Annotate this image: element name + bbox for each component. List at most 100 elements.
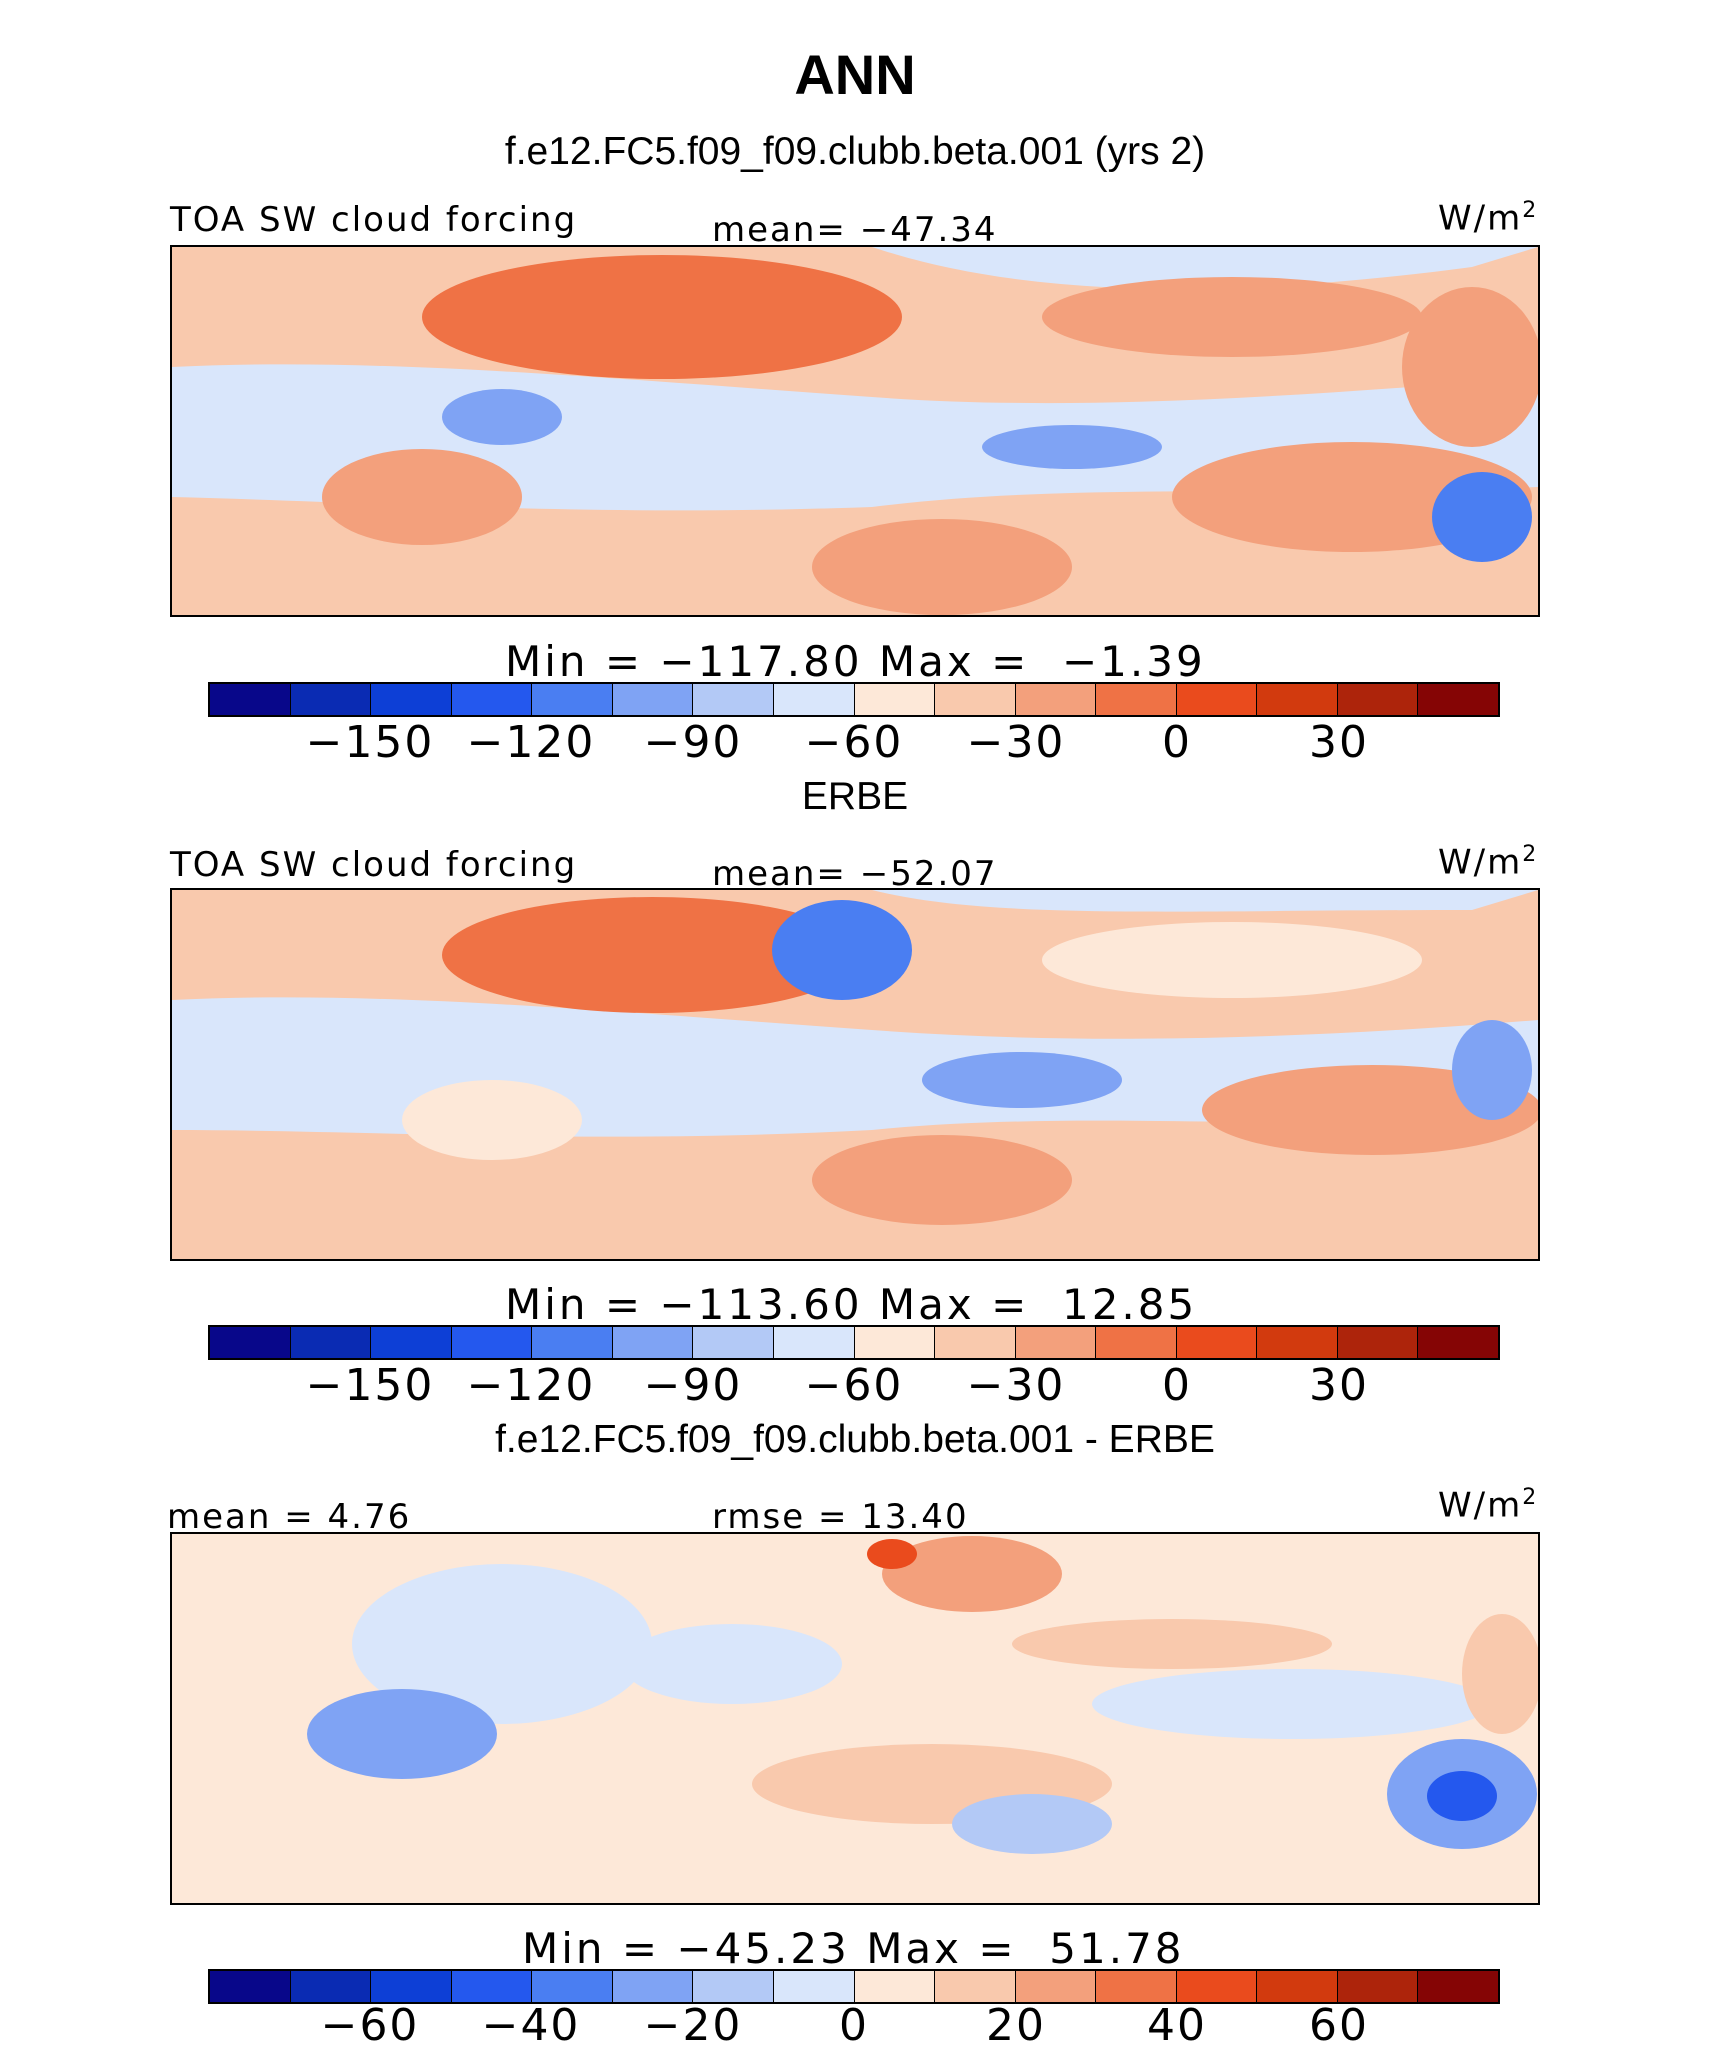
panel-2-colorbar	[208, 1325, 1500, 1360]
colorbar-tick-label: −90	[643, 717, 743, 768]
colorbar-tick-label: −90	[643, 1360, 743, 1411]
colorbar-swatch	[612, 684, 694, 715]
colorbar-swatch	[854, 1971, 936, 2002]
colorbar-swatch	[290, 1327, 372, 1358]
colorbar-swatch	[854, 684, 936, 715]
sahara-region	[442, 897, 862, 1013]
colorbar-tick-label: 30	[1309, 1360, 1369, 1411]
colorbar-swatch	[1176, 1971, 1258, 2002]
colorbar-swatch	[1015, 1971, 1097, 2002]
panel-3-minmax: Min = −45.23 Max = 51.78	[522, 1924, 1185, 1973]
south-atlantic-difference	[307, 1689, 497, 1779]
americas-positive	[1462, 1614, 1538, 1734]
colorbar-swatch	[451, 1327, 533, 1358]
panel-1-colorbar	[208, 682, 1500, 717]
colorbar-swatch	[1015, 1327, 1097, 1358]
maritime-continent-convective	[982, 425, 1162, 469]
colorbar-tick-label: 0	[839, 2000, 869, 2051]
australia-region	[812, 519, 1072, 615]
panel-3-colorbar	[208, 1969, 1500, 2004]
colorbar-tick-label: −30	[966, 717, 1066, 768]
australia-difference	[952, 1794, 1112, 1854]
colorbar-tick-label: −60	[804, 1360, 904, 1411]
colorbar-tick-label: 40	[1147, 2000, 1207, 2051]
colorbar-swatch	[1418, 1327, 1498, 1358]
pacific-difference-band	[1092, 1669, 1492, 1739]
colorbar-tick-label: −120	[466, 1360, 596, 1411]
colorbar-tick-label: 60	[1309, 2000, 1369, 2051]
south-atlantic-region	[402, 1080, 582, 1160]
colorbar-tick-label: −150	[305, 717, 435, 768]
colorbar-swatch	[1176, 684, 1258, 715]
colorbar-tick-label: −20	[643, 2000, 743, 2051]
colorbar-tick-label: −60	[320, 2000, 420, 2051]
colorbar-swatch	[210, 684, 291, 715]
colorbar-swatch	[532, 1971, 613, 2002]
panel-1-subtitle: f.e12.FC5.f09_f09.clubb.beta.001 (yrs 2)	[504, 130, 1206, 173]
central-africa-convective	[442, 389, 562, 445]
south-america-convective	[1452, 1020, 1532, 1120]
colorbar-swatch	[290, 1971, 372, 2002]
colorbar-tick-label: −60	[804, 717, 904, 768]
south-atlantic-region	[322, 449, 522, 545]
panel-1-variable-label: TOA SW cloud forcing	[170, 200, 578, 240]
colorbar-swatch	[1015, 684, 1097, 715]
north-pacific-stratocumulus	[1042, 922, 1422, 998]
colorbar-swatch	[693, 1327, 774, 1358]
colorbar-swatch	[854, 1327, 936, 1358]
indian-ocean-difference	[622, 1624, 842, 1704]
panel-2-unit-label: W/m2	[1438, 842, 1539, 883]
north-pacific-positive	[1012, 1619, 1332, 1669]
south-pacific-stratocumulus	[1202, 1065, 1538, 1155]
colorbar-tick-label: 20	[986, 2000, 1046, 2051]
colorbar-tick-label: −150	[305, 1360, 435, 1411]
americas-region	[1402, 287, 1538, 447]
colorbar-tick-label: −40	[481, 2000, 581, 2051]
east-asia-region	[772, 900, 912, 1000]
colorbar-swatch	[693, 684, 774, 715]
north-pacific-band	[872, 890, 1538, 912]
panel-3-rmse-label: rmse = 13.40	[712, 1497, 969, 1537]
colorbar-swatch	[1337, 1971, 1419, 2002]
colorbar-swatch	[451, 684, 533, 715]
panel-2-mean-label: mean= −52.07	[712, 854, 998, 894]
colorbar-swatch	[935, 684, 1016, 715]
colorbar-tick-label: −120	[466, 717, 596, 768]
colorbar-tick-label: −30	[966, 1360, 1066, 1411]
colorbar-swatch	[290, 684, 372, 715]
colorbar-swatch	[1257, 684, 1338, 715]
panel-3-subtitle: f.e12.FC5.f09_f09.clubb.beta.001 - ERBE	[495, 1418, 1215, 1461]
panel-3-map	[170, 1532, 1540, 1905]
colorbar-swatch	[935, 1971, 1016, 2002]
colorbar-swatch	[1096, 1971, 1177, 2002]
figure-title: ANN	[794, 43, 916, 106]
north-pacific-stratocumulus	[1042, 277, 1422, 357]
tibet-positive	[867, 1539, 917, 1569]
south-pacific-difference-core	[1427, 1771, 1497, 1821]
colorbar-swatch	[1418, 1971, 1498, 2002]
east-asia-positive	[882, 1536, 1062, 1612]
colorbar-tick-label: 0	[1162, 1360, 1192, 1411]
colorbar-swatch	[1176, 1327, 1258, 1358]
panel-2-variable-label: TOA SW cloud forcing	[170, 845, 578, 885]
panel-1-unit-label: W/m2	[1438, 198, 1539, 239]
colorbar-swatch	[1257, 1971, 1338, 2002]
africa-difference-region	[352, 1564, 652, 1724]
colorbar-swatch	[1096, 1327, 1177, 1358]
panel-3-unit-label: W/m2	[1438, 1485, 1539, 1526]
colorbar-swatch	[371, 684, 452, 715]
panel-1-map	[170, 245, 1540, 617]
colorbar-swatch	[371, 1327, 452, 1358]
colorbar-swatch	[773, 1327, 855, 1358]
maritime-continent-convective	[922, 1052, 1122, 1108]
south-america-convective	[1432, 472, 1532, 562]
panel-1-mean-label: mean= −47.34	[712, 210, 998, 250]
colorbar-swatch	[773, 684, 855, 715]
panel-3-mean-label: mean = 4.76	[167, 1497, 412, 1537]
colorbar-tick-label: 30	[1309, 717, 1369, 768]
panel-2-map	[170, 888, 1540, 1261]
colorbar-swatch	[1257, 1327, 1338, 1358]
colorbar-swatch	[693, 1971, 774, 2002]
panel-1-minmax: Min = −117.80 Max = −1.39	[505, 637, 1206, 686]
panel-2-minmax: Min = −113.60 Max = 12.85	[505, 1280, 1198, 1329]
